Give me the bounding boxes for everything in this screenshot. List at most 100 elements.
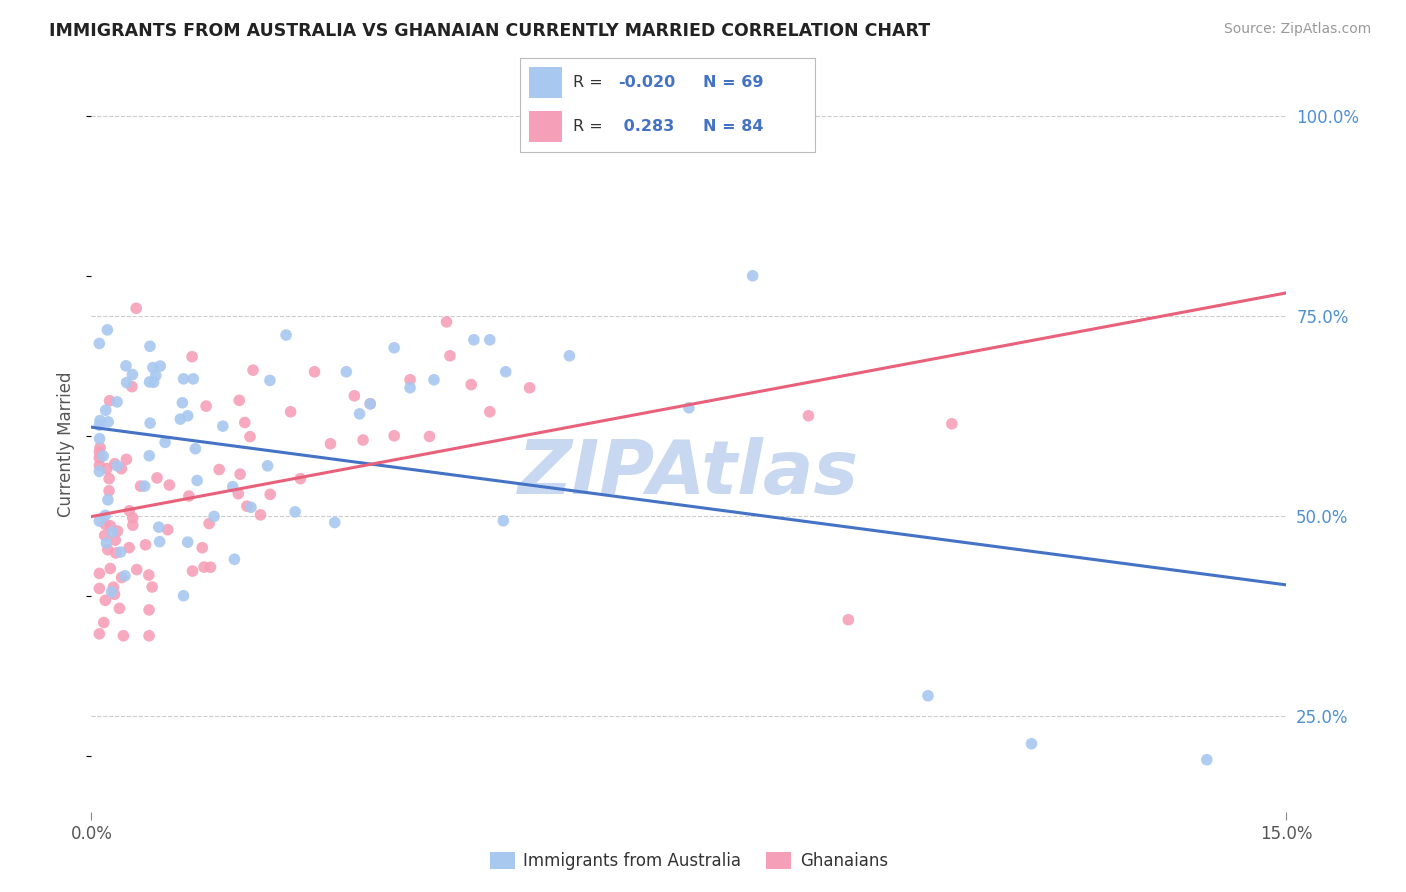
Point	[89, 566, 111, 581]
Point	[98, 472, 121, 486]
Point	[89, 514, 111, 528]
Point	[121, 379, 143, 393]
Point	[349, 407, 371, 421]
Point	[359, 397, 381, 411]
Point	[149, 534, 172, 549]
Bar	[529, 68, 561, 98]
Point	[149, 359, 172, 373]
Point	[89, 336, 111, 351]
Point	[110, 461, 132, 475]
Point	[96, 323, 118, 337]
Point	[125, 563, 148, 577]
Point	[115, 452, 138, 467]
Point	[202, 509, 225, 524]
Point	[184, 442, 207, 456]
Point	[256, 458, 278, 473]
Point	[89, 432, 111, 446]
Point	[290, 472, 312, 486]
Point	[382, 341, 405, 355]
Point	[186, 474, 208, 488]
Point	[495, 365, 517, 379]
Point	[138, 603, 160, 617]
Point	[121, 511, 143, 525]
Point	[1195, 753, 1218, 767]
Point	[177, 489, 200, 503]
Point	[917, 689, 939, 703]
Text: -0.020: -0.020	[617, 75, 675, 90]
Point	[89, 418, 111, 433]
Point	[797, 409, 820, 423]
Bar	[529, 112, 561, 142]
Point	[118, 504, 141, 518]
Point	[239, 430, 262, 444]
Point	[94, 517, 117, 532]
Point	[478, 405, 501, 419]
Point	[352, 433, 374, 447]
Point	[460, 377, 482, 392]
Point	[103, 580, 125, 594]
Point	[195, 399, 218, 413]
Text: R =: R =	[574, 120, 609, 135]
Y-axis label: Currently Married: Currently Married	[58, 371, 76, 516]
Point	[156, 523, 179, 537]
Point	[181, 564, 204, 578]
Point	[107, 524, 129, 538]
Text: ZIPAtlas: ZIPAtlas	[519, 437, 859, 509]
Point	[146, 471, 169, 485]
Text: N = 84: N = 84	[703, 120, 763, 135]
Point	[121, 368, 143, 382]
Point	[112, 629, 135, 643]
Point	[837, 613, 859, 627]
Point	[104, 546, 127, 560]
Point	[118, 541, 141, 555]
Point	[94, 593, 117, 607]
Point	[335, 365, 357, 379]
Point	[138, 449, 160, 463]
Point	[115, 359, 138, 373]
Point	[173, 372, 195, 386]
Point	[141, 580, 163, 594]
Point	[96, 461, 118, 475]
Point	[304, 365, 326, 379]
Point	[138, 375, 160, 389]
Point	[97, 415, 120, 429]
Point	[181, 350, 204, 364]
Point	[191, 541, 214, 555]
Point	[139, 416, 162, 430]
Point	[228, 393, 250, 408]
Point	[436, 315, 458, 329]
Point	[224, 552, 246, 566]
Point	[169, 412, 191, 426]
Point	[89, 458, 111, 473]
Point	[226, 486, 249, 500]
Point	[200, 560, 222, 574]
Text: 0.283: 0.283	[617, 120, 673, 135]
Point	[98, 561, 121, 575]
Point	[274, 328, 297, 343]
Point	[97, 492, 120, 507]
Point	[108, 601, 131, 615]
Point	[96, 536, 118, 550]
Point	[148, 520, 170, 534]
Point	[319, 437, 342, 451]
Point	[142, 360, 165, 375]
Point	[211, 419, 233, 434]
Point	[399, 381, 422, 395]
Point	[198, 516, 221, 531]
Point	[229, 467, 252, 482]
Point	[145, 368, 167, 383]
Point	[478, 333, 501, 347]
Point	[89, 582, 111, 596]
Point	[359, 397, 381, 411]
Point	[208, 462, 231, 476]
Point	[105, 395, 128, 409]
Point	[97, 542, 120, 557]
Point	[93, 528, 115, 542]
Point	[110, 570, 132, 584]
Point	[89, 464, 111, 478]
Point	[91, 449, 114, 463]
Point	[103, 587, 125, 601]
Point	[138, 629, 160, 643]
Point	[89, 445, 111, 459]
Point	[172, 396, 194, 410]
